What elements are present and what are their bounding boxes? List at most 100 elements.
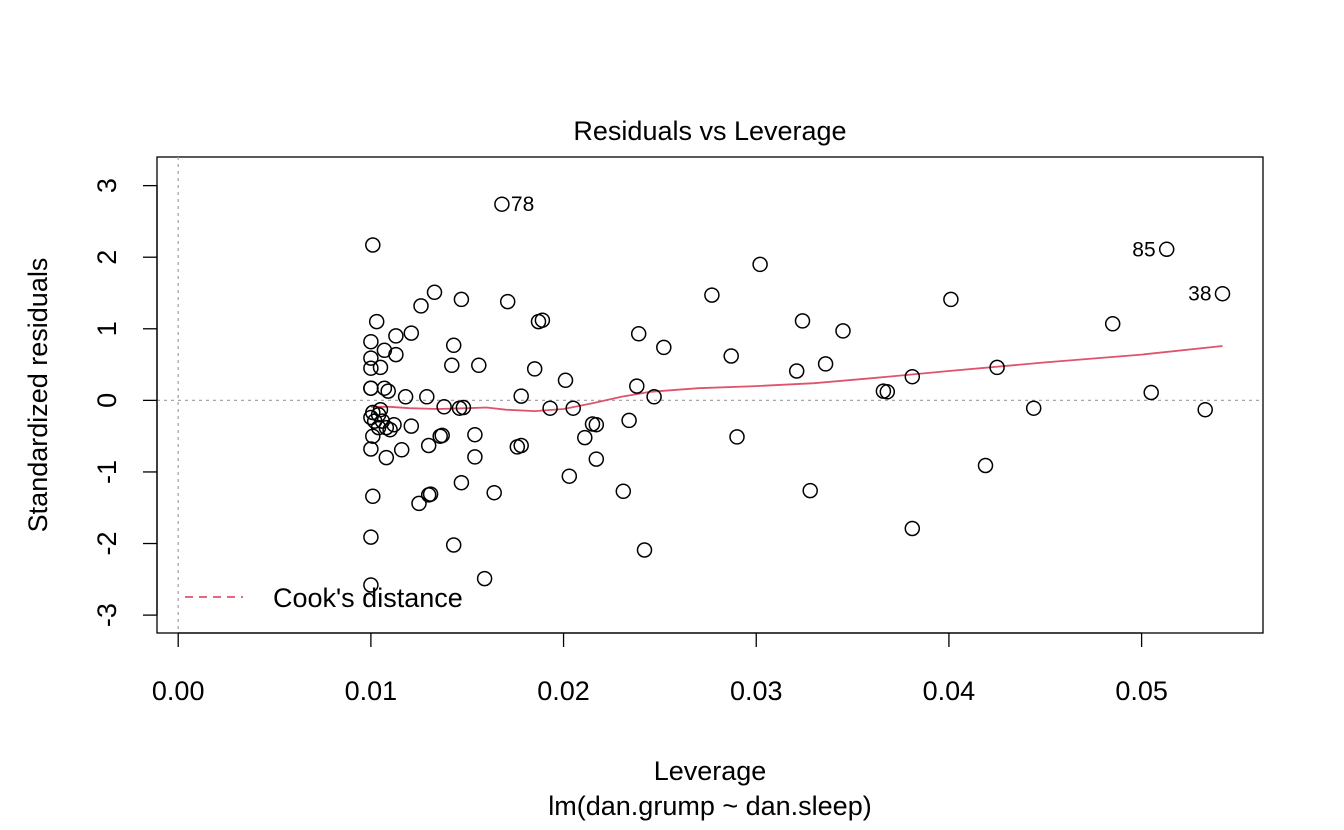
legend-cooks-distance-label: Cook's distance [273, 583, 463, 613]
y-tick-label: 0 [92, 393, 122, 408]
point-labels-group: 78 85 38 [511, 193, 1212, 305]
data-point [879, 384, 896, 400]
smooth-line [370, 345, 1223, 413]
point-label: 38 [1188, 283, 1211, 306]
data-point [1025, 400, 1042, 416]
data-point [363, 441, 379, 457]
y-axis-label: Standardized residuals [23, 258, 53, 533]
data-point [370, 419, 387, 436]
data-point [704, 287, 720, 303]
data-point [363, 529, 379, 545]
data-point [1214, 285, 1231, 302]
data-point [413, 298, 429, 314]
model-formula-sublabel: lm(dan.grump ~ dan.sleep) [548, 791, 871, 821]
data-point [363, 360, 379, 376]
x-tick-label: 0.00 [152, 676, 205, 706]
data-point [989, 359, 1005, 376]
data-point [904, 520, 921, 537]
data-point [403, 325, 420, 341]
y-tick-label: -1 [92, 460, 122, 484]
data-point [630, 326, 647, 342]
data-point [1197, 401, 1213, 418]
data-point [977, 457, 994, 474]
point-label: 78 [511, 193, 534, 216]
data-point [372, 359, 389, 376]
data-point [1143, 384, 1159, 401]
x-tick-label: 0.04 [923, 676, 976, 706]
data-point [445, 537, 462, 553]
data-point [615, 483, 632, 500]
data-point [411, 495, 427, 512]
data-point [656, 339, 672, 356]
data-point [380, 383, 396, 399]
data-point [386, 416, 402, 433]
y-tick-label: 3 [92, 178, 122, 193]
x-tick-label: 0.05 [1115, 676, 1168, 706]
data-point [729, 429, 745, 445]
data-point [817, 356, 834, 372]
data-point [788, 363, 805, 379]
data-point [588, 451, 605, 467]
data-point [526, 361, 543, 377]
x-tick-label: 0.01 [345, 676, 398, 706]
data-point [363, 333, 379, 350]
x-axis-label: Leverage [654, 756, 767, 786]
data-point [577, 429, 593, 446]
data-point [376, 380, 393, 396]
y-tick-label: 1 [92, 321, 122, 336]
data-point [530, 313, 547, 330]
data-point [752, 256, 768, 273]
reference-lines [157, 157, 1263, 633]
y-tick-label: 2 [92, 250, 122, 265]
points-group [363, 196, 1231, 593]
legend: Cook's distance [185, 583, 463, 613]
data-point [378, 419, 395, 436]
data-point [499, 293, 516, 310]
data-point [636, 542, 653, 558]
data-point [621, 412, 637, 429]
data-point [542, 400, 558, 416]
data-point [835, 323, 851, 339]
data-point [382, 421, 398, 438]
data-point [802, 482, 818, 499]
data-point [794, 313, 811, 329]
data-point [363, 409, 379, 426]
data-point [426, 284, 443, 301]
x-tick-label: 0.02 [537, 676, 590, 706]
data-point [513, 437, 529, 454]
data-point [453, 474, 470, 491]
data-point [403, 418, 420, 434]
data-point [393, 442, 410, 458]
data-point [629, 378, 645, 394]
y-tick-label: -2 [92, 532, 122, 556]
data-point [646, 389, 662, 405]
data-point [453, 291, 470, 308]
x-tick-label: 0.03 [730, 676, 783, 706]
data-point [943, 291, 959, 308]
data-point [588, 416, 605, 433]
data-point [723, 348, 739, 364]
plot-frame [156, 156, 1264, 634]
data-point [565, 400, 581, 416]
data-point [513, 388, 529, 404]
data-point [904, 368, 921, 385]
data-point [436, 399, 452, 415]
data-point [557, 372, 574, 389]
data-point [420, 437, 437, 454]
smooth-line-group [370, 345, 1223, 413]
data-point [561, 468, 578, 484]
data-point [467, 426, 483, 443]
data-point [1104, 316, 1121, 332]
data-point [376, 342, 393, 359]
chart-title: Residuals vs Leverage [573, 116, 846, 146]
data-point [365, 237, 381, 253]
data-point [1158, 241, 1175, 258]
data-point [365, 488, 381, 505]
x-axis: 0.00 0.01 0.02 0.03 0.04 0.05 [152, 632, 1168, 706]
data-point [419, 389, 435, 405]
data-point [471, 357, 487, 374]
data-point [494, 196, 510, 212]
y-axis: -3 -2 -1 0 1 2 3 [92, 178, 158, 627]
data-point [444, 357, 460, 374]
